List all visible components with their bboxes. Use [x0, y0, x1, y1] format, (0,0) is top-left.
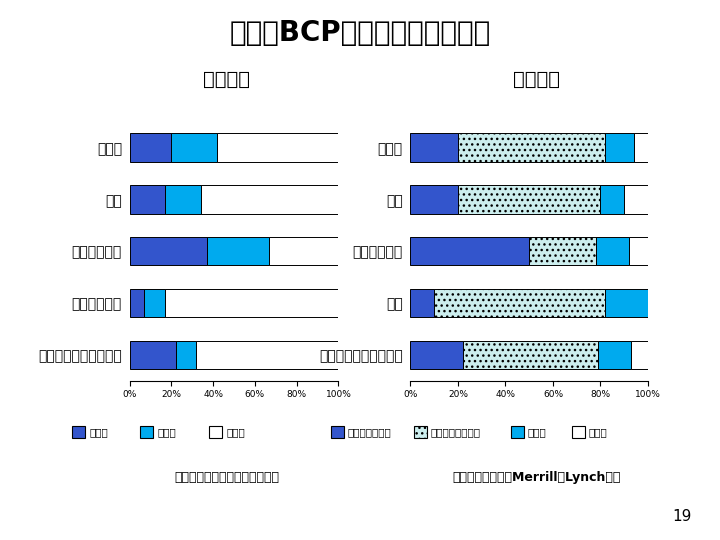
Bar: [130, 133, 171, 161]
Bar: [529, 237, 595, 265]
Bar: [410, 185, 458, 213]
Bar: [606, 133, 634, 161]
Text: 全事業で策定済: 全事業で策定済: [348, 427, 392, 437]
Bar: [631, 341, 648, 369]
Bar: [463, 341, 598, 369]
Bar: [269, 237, 338, 265]
Bar: [629, 237, 648, 265]
Bar: [458, 185, 600, 213]
Bar: [434, 289, 606, 317]
Text: ２００４年５月　ＫＰＭＧ調査: ２００４年５月 ＫＰＭＧ調査: [174, 471, 279, 484]
Bar: [130, 237, 207, 265]
Bar: [201, 185, 338, 213]
Text: 日本企業: 日本企業: [203, 70, 251, 89]
Bar: [410, 237, 529, 265]
Bar: [165, 289, 338, 317]
Text: 19: 19: [672, 509, 691, 524]
Bar: [130, 185, 165, 213]
Bar: [217, 133, 338, 161]
Text: 策定中: 策定中: [528, 427, 546, 437]
Text: 特定事業で策定済: 特定事業で策定済: [431, 427, 480, 437]
Text: 業種別BCP策定状況の日米比較: 業種別BCP策定状況の日米比較: [230, 19, 490, 47]
Bar: [410, 133, 458, 161]
Bar: [600, 185, 624, 213]
Bar: [130, 289, 144, 317]
Text: 未策定: 未策定: [226, 427, 245, 437]
Text: 米国企業: 米国企業: [513, 70, 560, 89]
Bar: [598, 341, 631, 369]
Bar: [165, 185, 201, 213]
Bar: [176, 341, 197, 369]
Bar: [595, 237, 629, 265]
Text: 策定済: 策定済: [89, 427, 108, 437]
Bar: [606, 289, 648, 317]
Bar: [634, 133, 648, 161]
Bar: [144, 289, 165, 317]
Bar: [171, 133, 217, 161]
Bar: [130, 341, 176, 369]
Bar: [410, 341, 463, 369]
Bar: [197, 341, 338, 369]
Text: ２００５年１月　Merrill　Lynch調査: ２００５年１月 Merrill Lynch調査: [452, 471, 621, 484]
Bar: [624, 185, 648, 213]
Text: 策定中: 策定中: [158, 427, 176, 437]
Bar: [207, 237, 269, 265]
Bar: [410, 289, 434, 317]
Bar: [458, 133, 606, 161]
Text: 未策定: 未策定: [589, 427, 608, 437]
